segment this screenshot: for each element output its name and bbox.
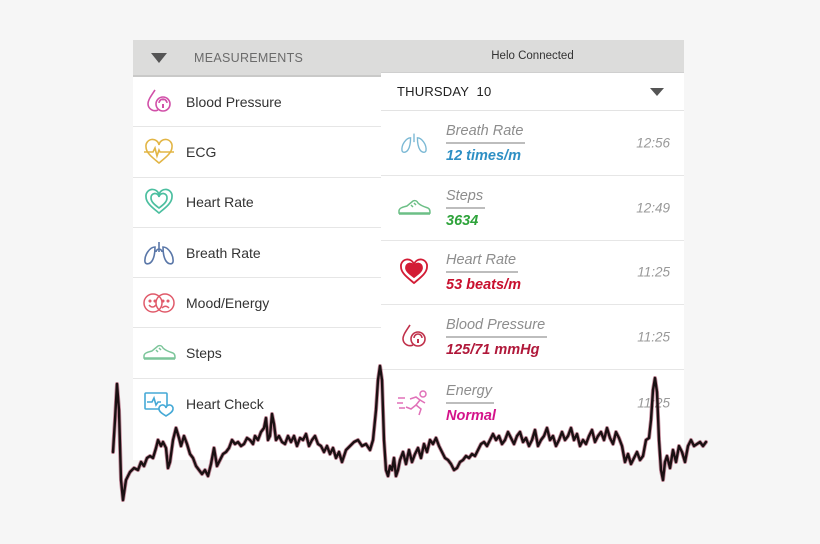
reading-name: Blood Pressure [446, 317, 548, 339]
reading-value: 3634 [446, 212, 479, 229]
running-person-icon [381, 389, 446, 417]
measurements-header[interactable]: MEASUREMENTS [133, 40, 381, 77]
mood-faces-icon [142, 288, 176, 318]
menu-item-heart-rate[interactable]: Heart Rate [133, 178, 381, 228]
reading-name: Steps [446, 188, 486, 209]
reading-value: 125/71 mmHg [446, 342, 540, 359]
menu-item-label: Breath Rate [186, 244, 261, 261]
reading-time: 11:25 [637, 395, 670, 411]
lungs-icon [381, 131, 446, 155]
menu-item-label: Steps [186, 345, 222, 362]
connection-status: Helo Connected [491, 50, 574, 62]
reading-blood-pressure[interactable]: Blood Pressure 125/71 mmHg 11:25 [381, 305, 684, 371]
reading-value: 12 times/m [446, 147, 521, 164]
heart-filled-icon [381, 258, 446, 286]
menu-item-label: Mood/Energy [186, 294, 270, 311]
reading-energy[interactable]: Energy Normal 11:25 [381, 370, 684, 435]
reading-name: Breath Rate [446, 123, 526, 144]
menu-item-label: ECG [186, 143, 217, 160]
menu-item-label: Heart Check [186, 395, 264, 412]
readings-panel: Helo Connected THURSDAY 10 Breath Rate 1… [381, 40, 684, 460]
measurements-title: MEASUREMENTS [194, 50, 304, 65]
menu-item-label: Blood Pressure [186, 93, 282, 110]
triangle-down-icon[interactable] [650, 87, 664, 96]
reading-value: 53 beats/m [446, 277, 521, 294]
shoe-icon [381, 198, 446, 218]
menu-item-mood-energy[interactable]: Mood/Energy [133, 278, 381, 329]
reading-breath-rate[interactable]: Breath Rate 12 times/m 12:56 [381, 111, 684, 176]
day-selector[interactable]: THURSDAY 10 [381, 73, 684, 111]
shoe-icon [142, 338, 176, 368]
blood-pressure-icon [142, 87, 176, 117]
measurements-panel: MEASUREMENTS Blood Pressure [133, 40, 381, 460]
blood-pressure-icon [381, 322, 446, 352]
reading-heart-rate[interactable]: Heart Rate 53 beats/m 11:25 [381, 241, 684, 306]
menu-item-breath-rate[interactable]: Breath Rate [133, 228, 381, 279]
connection-status-header: Helo Connected [381, 40, 684, 73]
heart-rate-icon [142, 187, 176, 217]
triangle-down-icon[interactable] [151, 52, 167, 63]
menu-item-heart-check[interactable]: Heart Check [133, 379, 381, 429]
menu-item-blood-pressure[interactable]: Blood Pressure [133, 77, 381, 128]
reading-time: 12:49 [636, 200, 670, 216]
heart-check-icon [142, 389, 176, 419]
menu-item-label: Heart Rate [186, 194, 254, 211]
reading-name: Heart Rate [446, 252, 519, 274]
ecg-heart-icon [142, 137, 176, 167]
reading-steps[interactable]: Steps 3634 12:49 [381, 176, 684, 241]
day-label: THURSDAY 10 [397, 84, 492, 99]
reading-name: Energy [446, 383, 494, 404]
menu-item-steps[interactable]: Steps [133, 328, 381, 379]
menu-item-ecg[interactable]: ECG [133, 127, 381, 178]
reading-time: 11:25 [637, 329, 670, 345]
reading-time: 11:25 [637, 264, 670, 280]
reading-time: 12:56 [636, 135, 670, 151]
lungs-icon [142, 238, 176, 268]
